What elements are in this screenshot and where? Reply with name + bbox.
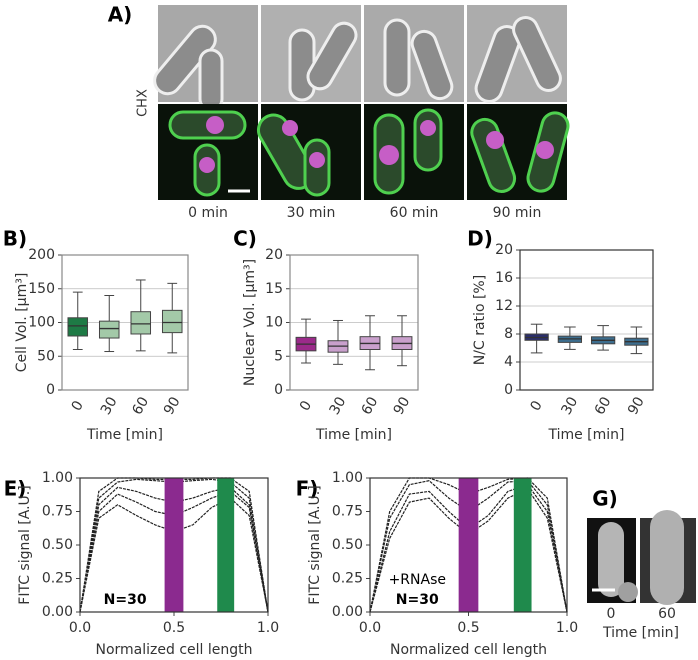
condition-label: CHX	[136, 89, 151, 117]
y-axis-label: N/C ratio [%]	[472, 275, 488, 365]
x-axis-label: Time [min]	[315, 427, 392, 443]
panel-label: B)	[3, 227, 27, 251]
plot-frame	[369, 477, 568, 613]
time-label: 60	[658, 606, 676, 622]
y-axis-label: Nuclear Vol. [μm³]	[242, 259, 258, 386]
x-axis-label: Time [min]	[86, 427, 163, 443]
x-tick-label: 0	[297, 398, 315, 414]
annotation: N=30	[104, 592, 147, 608]
x-tick-label: 0	[69, 398, 87, 414]
x-tick-label: 30	[98, 394, 121, 417]
x-tick-label: 90	[625, 394, 648, 417]
y-tick-label: 16	[495, 270, 513, 286]
x-axis-label: Normalized cell length	[390, 642, 547, 658]
box	[161, 309, 183, 334]
x-tick-label: 0.5	[163, 620, 185, 636]
annotation: N=30	[396, 592, 439, 608]
x-tick-label: 1.0	[556, 620, 578, 636]
x-axis-label: Normalized cell length	[95, 642, 252, 658]
line	[369, 477, 568, 613]
x-tick-label: 0	[527, 398, 545, 414]
y-tick-label: 0.00	[332, 604, 363, 620]
x-tick-label: 30	[327, 394, 350, 417]
x-axis-label: Time [min]	[602, 625, 679, 641]
band	[458, 478, 479, 612]
panel-g-images	[587, 510, 696, 605]
box	[98, 320, 120, 339]
y-tick-label: 100	[28, 315, 55, 331]
y-tick-label: 1.00	[332, 470, 363, 486]
band	[217, 478, 235, 612]
y-tick-label: 1.00	[42, 470, 73, 486]
y-tick-label: 12	[495, 298, 513, 314]
y-tick-label: 0.25	[42, 571, 73, 587]
x-tick-label: 60	[592, 394, 615, 417]
y-tick-label: 0.00	[42, 604, 73, 620]
panel-label: A)	[108, 3, 133, 27]
plot-frame	[289, 254, 419, 391]
panel-label: E)	[4, 477, 27, 501]
y-tick-label: 150	[28, 281, 55, 297]
y-tick-label: 200	[28, 247, 55, 263]
y-tick-label: 5	[274, 348, 283, 364]
y-tick-label: 0	[46, 382, 55, 398]
y-tick-label: 15	[265, 281, 283, 297]
y-tick-label: 0.50	[332, 537, 363, 553]
time-label: 0	[607, 606, 616, 622]
time-label: 90 min	[493, 205, 542, 221]
y-tick-label: 0.50	[42, 537, 73, 553]
y-tick-label: 20	[495, 242, 513, 258]
y-tick-label: 50	[37, 348, 55, 364]
x-tick-label: 90	[391, 394, 414, 417]
x-tick-label: 0.0	[69, 620, 91, 636]
band	[513, 478, 532, 612]
y-tick-label: 10	[265, 315, 283, 331]
y-axis-label: FITC signal [A.U.]	[17, 485, 33, 604]
x-axis-label: Time [min]	[547, 427, 624, 443]
panel-label: D)	[467, 227, 493, 251]
plot-frame	[519, 249, 654, 391]
x-tick-label: 1.0	[257, 620, 279, 636]
plot-frame	[61, 254, 189, 391]
panel-label: F)	[296, 477, 319, 501]
x-tick-label: 90	[161, 394, 184, 417]
y-tick-label: 0.75	[42, 504, 73, 520]
plot-frame	[79, 477, 269, 613]
time-label: 60 min	[390, 205, 439, 221]
box	[130, 311, 152, 335]
y-tick-label: 0	[274, 382, 283, 398]
band	[164, 478, 184, 612]
line	[369, 487, 568, 613]
line	[369, 483, 568, 613]
y-tick-label: 8	[504, 326, 513, 342]
y-tick-label: 4	[504, 354, 513, 370]
y-tick-label: 20	[265, 247, 283, 263]
y-tick-label: 0.75	[332, 504, 363, 520]
panel-label: G)	[592, 487, 618, 511]
x-tick-label: 0.5	[457, 620, 479, 636]
x-tick-label: 0.0	[359, 620, 381, 636]
panel-label: C)	[233, 227, 257, 251]
y-axis-label: FITC signal [A.U.]	[307, 485, 323, 604]
time-label: 30 min	[287, 205, 336, 221]
time-label: 0 min	[188, 205, 228, 221]
y-axis-label: Cell Vol. [μm³]	[14, 273, 30, 373]
y-tick-label: 0	[504, 382, 513, 398]
x-tick-label: 60	[129, 394, 152, 417]
panel-a-images	[153, 5, 570, 200]
box	[67, 317, 89, 337]
x-tick-label: 30	[558, 394, 581, 417]
annotation: +RNAse	[389, 572, 446, 588]
y-tick-label: 0.25	[332, 571, 363, 587]
x-tick-label: 60	[359, 394, 382, 417]
